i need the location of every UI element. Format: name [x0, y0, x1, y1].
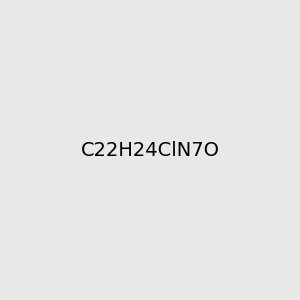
Text: C22H24ClN7O: C22H24ClN7O — [80, 140, 220, 160]
